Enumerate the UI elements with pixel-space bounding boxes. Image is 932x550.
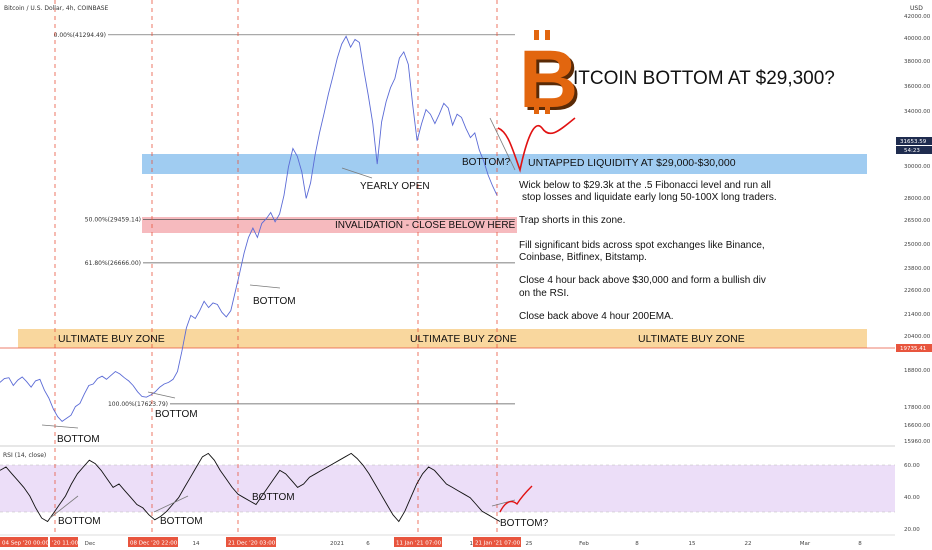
annotation-bottom-1: BOTTOM — [253, 296, 296, 307]
date-markers — [54, 0, 498, 535]
projection-curve — [497, 117, 576, 173]
date-badges: 04 Sep '20 00:00'20 11:00 08 Dec '20 22:0… — [0, 537, 521, 547]
date-badge-label: 21 Dec '20 03:00 — [228, 541, 276, 547]
rsi-bottom-2: BOTTOM — [160, 516, 203, 527]
date-badge-label: 04 Sep '20 00:00 — [2, 541, 49, 547]
countdown-label: 54:23 — [904, 148, 920, 154]
price-tick-label: 22600.00 — [904, 288, 931, 294]
rsi-axis[interactable]: 60.00 40.00 20.00 — [904, 463, 920, 533]
time-tick-label: Dec — [85, 541, 96, 547]
price-tick-label: 18800.00 — [904, 368, 931, 374]
fib-label: 100.00%(17623.79) — [108, 401, 168, 408]
time-tick-label: 2021 — [330, 541, 344, 547]
time-tick-label: 6 — [366, 541, 370, 547]
liquidity-zone — [142, 154, 867, 174]
date-badge — [0, 537, 48, 547]
price-tick-label: 21400.00 — [904, 312, 931, 318]
price-tick-label: 23800.00 — [904, 266, 931, 272]
date-badge — [226, 537, 276, 547]
headline-text: ITCOIN BOTTOM AT $29,300? — [573, 68, 835, 89]
date-badge-label: '20 11:00 — [52, 541, 79, 547]
price-tick-label: 26500.00 — [904, 218, 931, 224]
note-line-8: Close back above 4 hour 200EMA. — [519, 311, 674, 322]
annotation-bottom-question: BOTTOM? — [462, 157, 511, 168]
time-tick-label: 15 — [689, 541, 696, 547]
note-line-1: Wick below to $29.3k at the .5 Fibonacci… — [519, 180, 771, 191]
price-tick-label: 17800.00 — [904, 405, 931, 411]
price-tick-label: 30000.00 — [904, 164, 931, 170]
price-tick-label: 28000.00 — [904, 196, 931, 202]
rsi-band — [0, 465, 895, 512]
date-badge — [473, 537, 521, 547]
rsi-projection — [499, 485, 533, 513]
buy-zone-label-1: ULTIMATE BUY ZONE — [58, 333, 165, 345]
note-line-4: Fill significant bids across spot exchan… — [519, 240, 765, 251]
rsi-tick-label: 40.00 — [904, 495, 920, 501]
price-tick-label: 38000.00 — [904, 59, 931, 65]
annotation-bottom-3: BOTTOM — [57, 434, 100, 445]
date-badge-label: 11 Jan '21 07:00 — [396, 541, 442, 547]
time-tick-label: Mar — [800, 541, 811, 547]
buy-zone-label-3: ULTIMATE BUY ZONE — [638, 333, 745, 345]
invalidation-zone-label: INVALIDATION - CLOSE BELOW HERE — [335, 220, 516, 231]
countdown-tag — [896, 146, 932, 154]
rsi-bottom-1: BOTTOM — [58, 516, 101, 527]
last-price-tag — [896, 137, 932, 145]
price-tick-label: 20400.00 — [904, 334, 931, 340]
symbol-title: Bitcoin / U.S. Dollar, 4h, COINBASE — [4, 5, 109, 12]
rsi-line — [0, 452, 501, 523]
note-line-6: Close 4 hour back above $30,000 and form… — [519, 275, 766, 286]
date-badge — [50, 537, 78, 547]
price-tick-label: 25000.00 — [904, 242, 931, 248]
fib-label: 61.80%(26666.00) — [85, 260, 141, 267]
price-tick-label: 40000.00 — [904, 36, 931, 42]
level-price-tag — [896, 344, 932, 352]
rsi-bottom-3: BOTTOM — [252, 492, 295, 503]
ultimate-buy-zone — [18, 329, 867, 348]
rsi-tick-label: 60.00 — [904, 463, 920, 469]
price-tick-label: 16600.00 — [904, 423, 931, 429]
time-tick-label: 14 — [193, 541, 200, 547]
time-tick-label: Feb — [579, 541, 589, 547]
currency-label: USD — [910, 5, 923, 12]
rsi-bottom-question: BOTTOM? — [500, 518, 549, 529]
rsi-tick-label: 20.00 — [904, 527, 920, 533]
fib-label: 50.00%(29459.14) — [85, 216, 141, 223]
rsi-title: RSI (14, close) — [3, 452, 46, 459]
time-tick-label: 22 — [745, 541, 752, 547]
date-badge — [394, 537, 442, 547]
last-price-label: 31653.59 — [900, 139, 927, 145]
annotation-bottom-2: BOTTOM — [155, 409, 198, 420]
date-badge-label: 21 Jan '21 07:00 — [475, 541, 521, 547]
time-tick-label: 8 — [635, 541, 639, 547]
annotation-yearly-open: YEARLY OPEN — [360, 181, 430, 192]
time-tick-label: 25 — [526, 541, 533, 547]
time-tick-label: 8 — [858, 541, 862, 547]
analysis-notes: Wick below to $29.3k at the .5 Fibonacci… — [519, 180, 777, 322]
price-tick-label: 36000.00 — [904, 84, 931, 90]
price-line — [0, 35, 498, 422]
fib-label: 0.00%(41294.49) — [54, 32, 106, 39]
note-line-7: on the RSI. — [519, 288, 569, 299]
buy-zone-label-2: ULTIMATE BUY ZONE — [410, 333, 517, 345]
note-line-3: Trap shorts in this zone. — [519, 215, 625, 226]
price-tick-label: 15960.00 — [904, 439, 931, 445]
bottom-trendlines — [41, 117, 516, 519]
note-line-5: Coinbase, Bitfinex, Bitstamp. — [519, 252, 647, 263]
fibonacci-levels: 0.00%(41294.49) 50.00%(29459.14) 61.80%(26… — [54, 32, 515, 408]
level-price-label: 19735.41 — [900, 346, 926, 352]
price-tick-label: 42000.00 — [904, 14, 931, 20]
note-line-2: stop losses and liquidate early long 50-… — [522, 192, 777, 203]
date-badge — [128, 537, 178, 547]
date-badge-label: 08 Dec '20 22:00 — [130, 541, 178, 547]
liquidity-zone-label: UNTAPPED LIQUIDITY AT $29,000-$30,000 — [528, 157, 736, 169]
bitcoin-b-shadow: B — [522, 37, 581, 128]
invalidation-zone — [142, 217, 517, 233]
price-tick-label: 34000.00 — [904, 109, 931, 115]
bitcoin-logo: B B — [519, 30, 581, 128]
